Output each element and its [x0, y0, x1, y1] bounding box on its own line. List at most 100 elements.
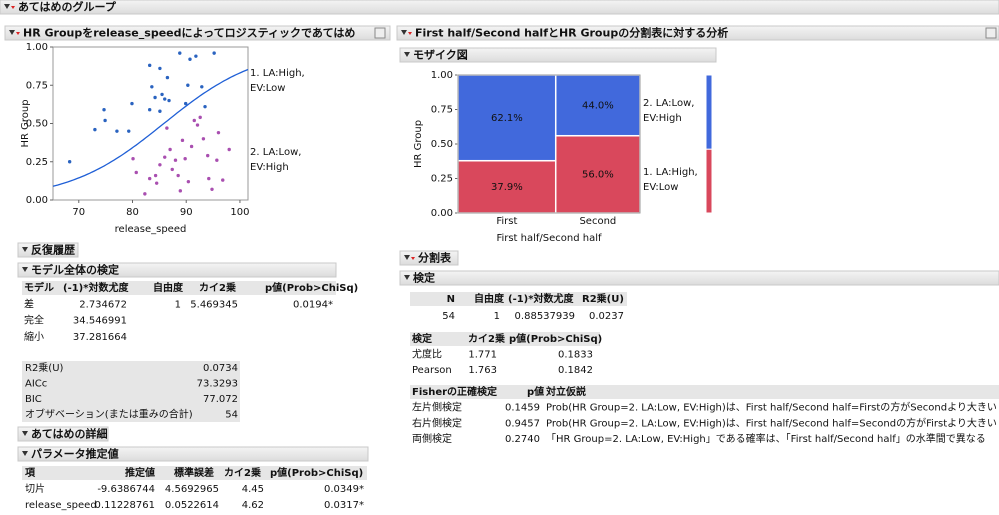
- column-header: Fisherの正確検定: [412, 385, 497, 398]
- data-point: [147, 108, 152, 112]
- table-cell: 34.546991: [73, 316, 127, 327]
- table-cell: 2.734672: [79, 299, 127, 310]
- table-cell: オブザベーション(または重みの合計): [25, 408, 193, 421]
- column-header: 検定: [412, 332, 432, 345]
- data-point: [192, 118, 196, 123]
- data-point: [170, 167, 174, 172]
- table-cell: 37.281664: [73, 332, 127, 343]
- column-header: p値: [527, 385, 544, 398]
- y-tick-label: 0.50: [26, 119, 48, 130]
- table-cell: 54: [442, 311, 455, 322]
- column-header: カイ2乗: [224, 466, 262, 479]
- table-cell: Prob(HR Group=2. LA:Low, EV:High)は、First…: [546, 416, 997, 429]
- data-point: [194, 54, 198, 58]
- data-point: [183, 101, 188, 106]
- table-cell: 1: [494, 311, 500, 322]
- data-point: [221, 178, 225, 182]
- data-point: [176, 173, 180, 178]
- data-point: [163, 97, 167, 101]
- section-header: [17, 242, 79, 258]
- data-point: [102, 108, 106, 112]
- data-point: [103, 118, 107, 123]
- data-point: [160, 92, 164, 97]
- column-header: N: [447, 294, 455, 305]
- column-header: R2乗(U): [582, 292, 624, 305]
- cell-label: 62.1%: [491, 113, 523, 124]
- table-cell: 0.1459: [505, 403, 540, 414]
- column-header: 自由度: [153, 281, 184, 294]
- section-title: あてはめの詳細: [31, 427, 108, 441]
- table-cell: BIC: [25, 394, 42, 405]
- data-point: [195, 123, 200, 127]
- section-header: [0, 0, 999, 15]
- mosaic-cell: [554, 134, 641, 214]
- region-label-box: 1. LA:High, EV:Low: [250, 68, 305, 94]
- data-point: [134, 170, 138, 175]
- y-tick-label: 0.25: [26, 157, 48, 168]
- disclosure-icon: [22, 431, 28, 436]
- region-label-box: 2. LA:Low, EV:High: [250, 147, 302, 173]
- data-point: [93, 127, 97, 132]
- table-cell: 73.3293: [197, 379, 238, 390]
- disclosure-icon: [404, 275, 410, 280]
- legend-label: 2. LA:Low, EV:High: [643, 98, 695, 124]
- table-cell: 0.1833: [558, 350, 593, 361]
- table-cell: release_speed: [25, 500, 97, 511]
- y-tick-label: 0.00: [26, 195, 48, 206]
- disclosure-icon: [401, 30, 407, 35]
- table-cell: 縮小: [24, 330, 44, 343]
- column-header: モデル: [24, 281, 54, 294]
- data-point: [115, 129, 119, 133]
- mosaic-cell: [554, 74, 641, 137]
- table-cell: 0.0522614: [165, 500, 219, 511]
- table-background: [22, 361, 240, 422]
- section-title: パラメータ推定値: [31, 447, 119, 461]
- data-point: [200, 85, 204, 89]
- data-point: [180, 138, 185, 143]
- section-header: [399, 270, 999, 286]
- cell-label: 37.9%: [491, 182, 523, 193]
- data-point: [165, 126, 169, 130]
- column-header: 標準誤差: [174, 466, 214, 479]
- table-background: [22, 466, 367, 480]
- section-title: あてはめのグループ: [18, 0, 117, 14]
- y-tick-label: 0.25: [431, 174, 453, 185]
- table-cell: 0.0734: [203, 363, 238, 374]
- data-point: [130, 101, 134, 106]
- section-header: [17, 262, 337, 278]
- y-tick-label: 0.50: [431, 139, 453, 150]
- table-cell: 0.2740: [505, 434, 540, 445]
- data-point: [154, 181, 159, 185]
- hotspot-icon: [408, 32, 412, 35]
- hotspot-icon: [16, 32, 20, 35]
- table-background: [410, 332, 600, 346]
- data-point: [206, 153, 210, 158]
- x-tick-label: Second: [579, 216, 616, 227]
- table-cell: 0.0349*: [324, 484, 364, 495]
- data-point: [147, 176, 152, 181]
- data-point: [207, 176, 211, 181]
- data-point: [178, 189, 183, 193]
- y-tick-label: 0.75: [431, 105, 453, 116]
- column-header: 推定値: [125, 466, 155, 479]
- column-header: p値(Prob>ChiSq): [509, 332, 602, 345]
- legend-label-box: 2. LA:Low, EV:High: [643, 98, 695, 124]
- table-cell: 0.9457: [505, 418, 540, 429]
- legend-label-box: 1. LA:High, EV:Low: [643, 167, 698, 193]
- disclosure-icon: [22, 247, 28, 252]
- section-title: モデル全体の検定: [31, 263, 119, 277]
- data-point: [183, 156, 187, 161]
- data-point: [153, 173, 158, 178]
- x-axis-label: release_speed: [115, 224, 187, 235]
- table-cell: 0.11228761: [95, 500, 155, 511]
- table-cell: -9.6386744: [97, 484, 155, 495]
- region-label: 1. LA:High, EV:Low: [250, 68, 305, 94]
- table-cell: 0.1842: [558, 365, 593, 376]
- table-cell: 0.88537939: [515, 311, 575, 322]
- data-point: [210, 187, 214, 191]
- data-point: [189, 144, 194, 149]
- column-header: カイ2乗: [199, 281, 237, 294]
- script-button: [985, 27, 997, 39]
- hotspot-icon: [11, 6, 15, 9]
- region-label: 2. LA:Low, EV:High: [250, 147, 302, 173]
